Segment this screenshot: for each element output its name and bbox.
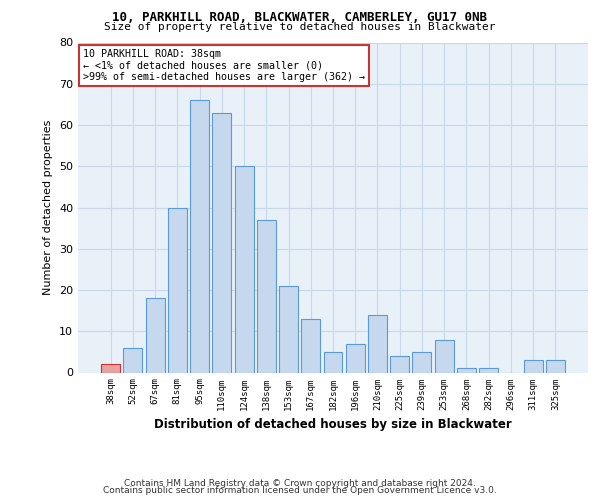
Bar [368,315,387,372]
Text: Size of property relative to detached houses in Blackwater: Size of property relative to detached ho… [104,22,496,32]
Bar [435,340,454,372]
Bar [301,319,320,372]
Bar [524,360,542,372]
Bar [390,356,409,372]
Bar [457,368,476,372]
Bar [146,298,164,372]
Bar [412,352,431,372]
Y-axis label: Number of detached properties: Number of detached properties [43,120,53,295]
Bar [346,344,365,372]
Bar [168,208,187,372]
Text: Contains HM Land Registry data © Crown copyright and database right 2024.: Contains HM Land Registry data © Crown c… [124,478,476,488]
Text: 10, PARKHILL ROAD, BLACKWATER, CAMBERLEY, GU17 0NB: 10, PARKHILL ROAD, BLACKWATER, CAMBERLEY… [113,11,487,24]
Bar [101,364,120,372]
Bar [235,166,254,372]
Bar [190,100,209,372]
Bar [124,348,142,372]
Text: 10 PARKHILL ROAD: 38sqm
← <1% of detached houses are smaller (0)
>99% of semi-de: 10 PARKHILL ROAD: 38sqm ← <1% of detache… [83,49,365,82]
Text: Contains public sector information licensed under the Open Government Licence v3: Contains public sector information licen… [103,486,497,495]
Bar [546,360,565,372]
Bar [212,112,231,372]
Bar [279,286,298,372]
X-axis label: Distribution of detached houses by size in Blackwater: Distribution of detached houses by size … [154,418,512,431]
Bar [257,220,276,372]
Bar [323,352,343,372]
Bar [479,368,498,372]
